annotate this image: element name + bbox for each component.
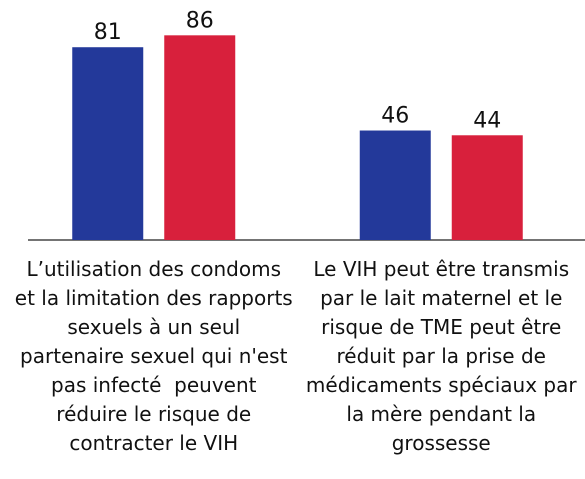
value-label: 81 [94, 20, 122, 45]
value-label: 86 [186, 8, 214, 33]
bar [359, 130, 431, 240]
bar [164, 35, 236, 240]
value-label: 44 [473, 108, 501, 133]
x-tick-label: Le VIH peut être transmis par le lait ma… [305, 257, 583, 455]
x-tick-label: L’utilisation des condoms et la limitati… [14, 257, 300, 455]
value-label: 46 [381, 104, 409, 129]
bar [72, 47, 144, 240]
bar [451, 135, 523, 240]
